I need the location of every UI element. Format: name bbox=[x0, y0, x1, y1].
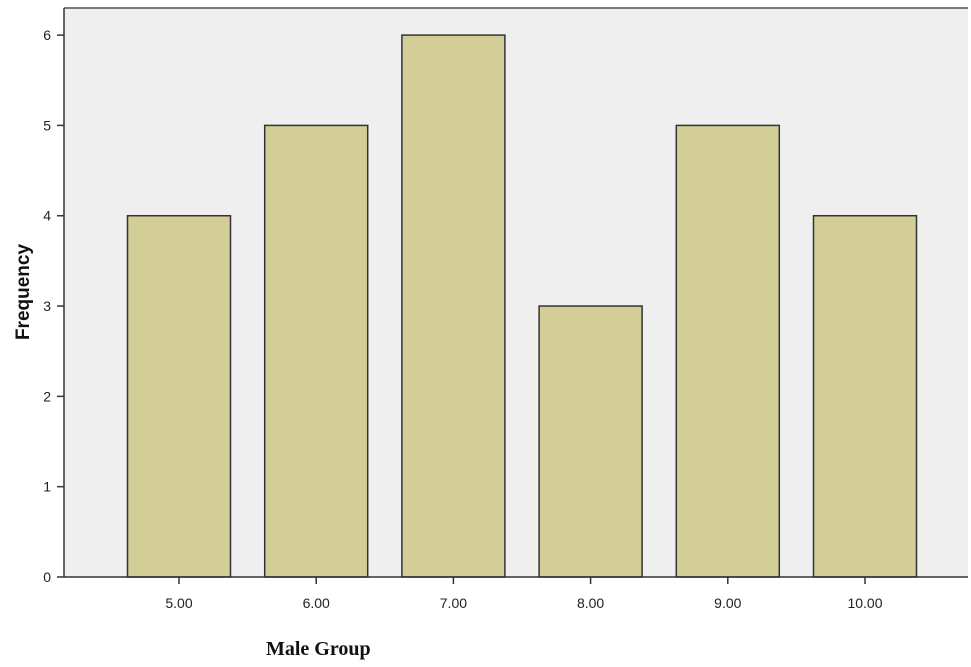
axes-group bbox=[63, 7, 968, 578]
bar-10.00 bbox=[812, 214, 918, 578]
bar-5.00 bbox=[126, 214, 232, 578]
bar-7.00 bbox=[401, 34, 506, 578]
y-tick-label-3: 3 bbox=[43, 298, 51, 314]
y-tick-label-0: 0 bbox=[43, 569, 51, 585]
y-tick-label-1: 1 bbox=[43, 479, 51, 495]
bar-8.00 bbox=[538, 305, 643, 578]
bar-9.00 bbox=[675, 124, 781, 578]
y-tick-label-5: 5 bbox=[43, 117, 51, 133]
x-tick-label-5.00: 5.00 bbox=[165, 595, 192, 611]
bar-6.00 bbox=[263, 124, 369, 578]
x-tick-label-9.00: 9.00 bbox=[714, 595, 741, 611]
y-axis-label: Frequency bbox=[13, 244, 34, 341]
x-tick-label-8.00: 8.00 bbox=[577, 595, 604, 611]
y-tick-label-6: 6 bbox=[43, 27, 51, 43]
y-tick-label-4: 4 bbox=[43, 208, 51, 224]
x-ticks-group: 5.00 6.00 7.00 8.00 9.00 10.00 bbox=[165, 577, 883, 611]
x-axis-label: Male Group bbox=[266, 638, 371, 660]
y-tick-label-2: 2 bbox=[43, 388, 51, 404]
x-tick-label-7.00: 7.00 bbox=[440, 595, 467, 611]
y-ticks-group: 0 1 2 3 4 5 6 bbox=[43, 27, 64, 585]
x-tick-label-10.00: 10.00 bbox=[847, 595, 882, 611]
x-tick-label-6.00: 6.00 bbox=[303, 595, 330, 611]
bars-group bbox=[126, 34, 918, 578]
